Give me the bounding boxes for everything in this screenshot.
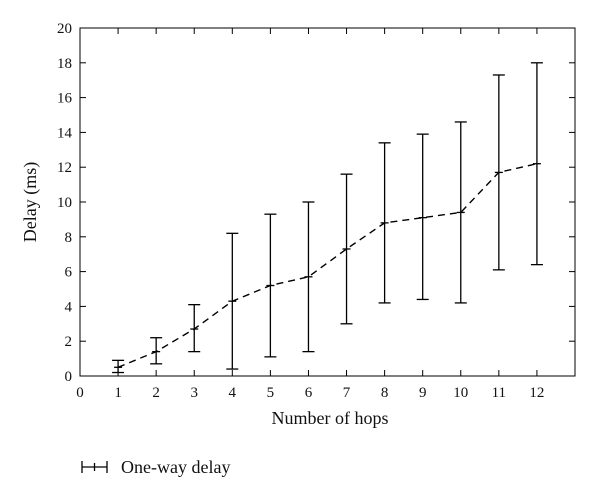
legend: One-way delay	[81, 457, 230, 477]
y-tick-label: 6	[65, 265, 73, 281]
x-tick-label: 12	[529, 385, 544, 401]
y-axis-label: Delay (ms)	[20, 162, 41, 242]
x-tick-label: 7	[343, 385, 351, 401]
error-bar-point	[340, 173, 353, 325]
x-tick-label: 8	[381, 385, 389, 401]
x-tick-label: 9	[419, 385, 427, 401]
plot-frame	[79, 27, 576, 377]
x-tick-label: 0	[76, 385, 84, 401]
error-bar-point	[150, 337, 163, 365]
y-tick-label: 2	[65, 334, 73, 350]
x-tick-label: 4	[229, 385, 237, 401]
y-tick-label: 16	[57, 91, 73, 107]
x-tick-label: 2	[152, 385, 160, 401]
x-axis-label: Number of hops	[272, 408, 389, 428]
x-tick-label: 6	[305, 385, 313, 401]
y-tick-label: 4	[65, 299, 73, 315]
x-tick-label: 3	[190, 385, 198, 401]
y-tick-label: 8	[65, 230, 73, 246]
y-tick-label: 18	[57, 56, 72, 72]
error-bar-point	[530, 62, 543, 266]
y-tick-label: 0	[65, 369, 73, 385]
x-tick-label: 11	[492, 385, 506, 401]
error-bar-point	[112, 359, 125, 374]
y-tick-label: 20	[57, 21, 72, 37]
error-bar-point	[454, 121, 467, 304]
error-bar-point	[302, 201, 315, 353]
x-tick-label: 5	[267, 385, 275, 401]
y-tick-label: 10	[57, 195, 72, 211]
legend-label: One-way delay	[121, 457, 230, 477]
axis-ticks	[79, 27, 575, 377]
y-tick-label: 14	[57, 125, 73, 141]
x-tick-label: 1	[114, 385, 122, 401]
y-tick-label: 12	[57, 160, 72, 176]
error-bars	[112, 62, 543, 374]
series-line-one-way-delay	[117, 163, 538, 368]
x-tick-label: 10	[453, 385, 468, 401]
